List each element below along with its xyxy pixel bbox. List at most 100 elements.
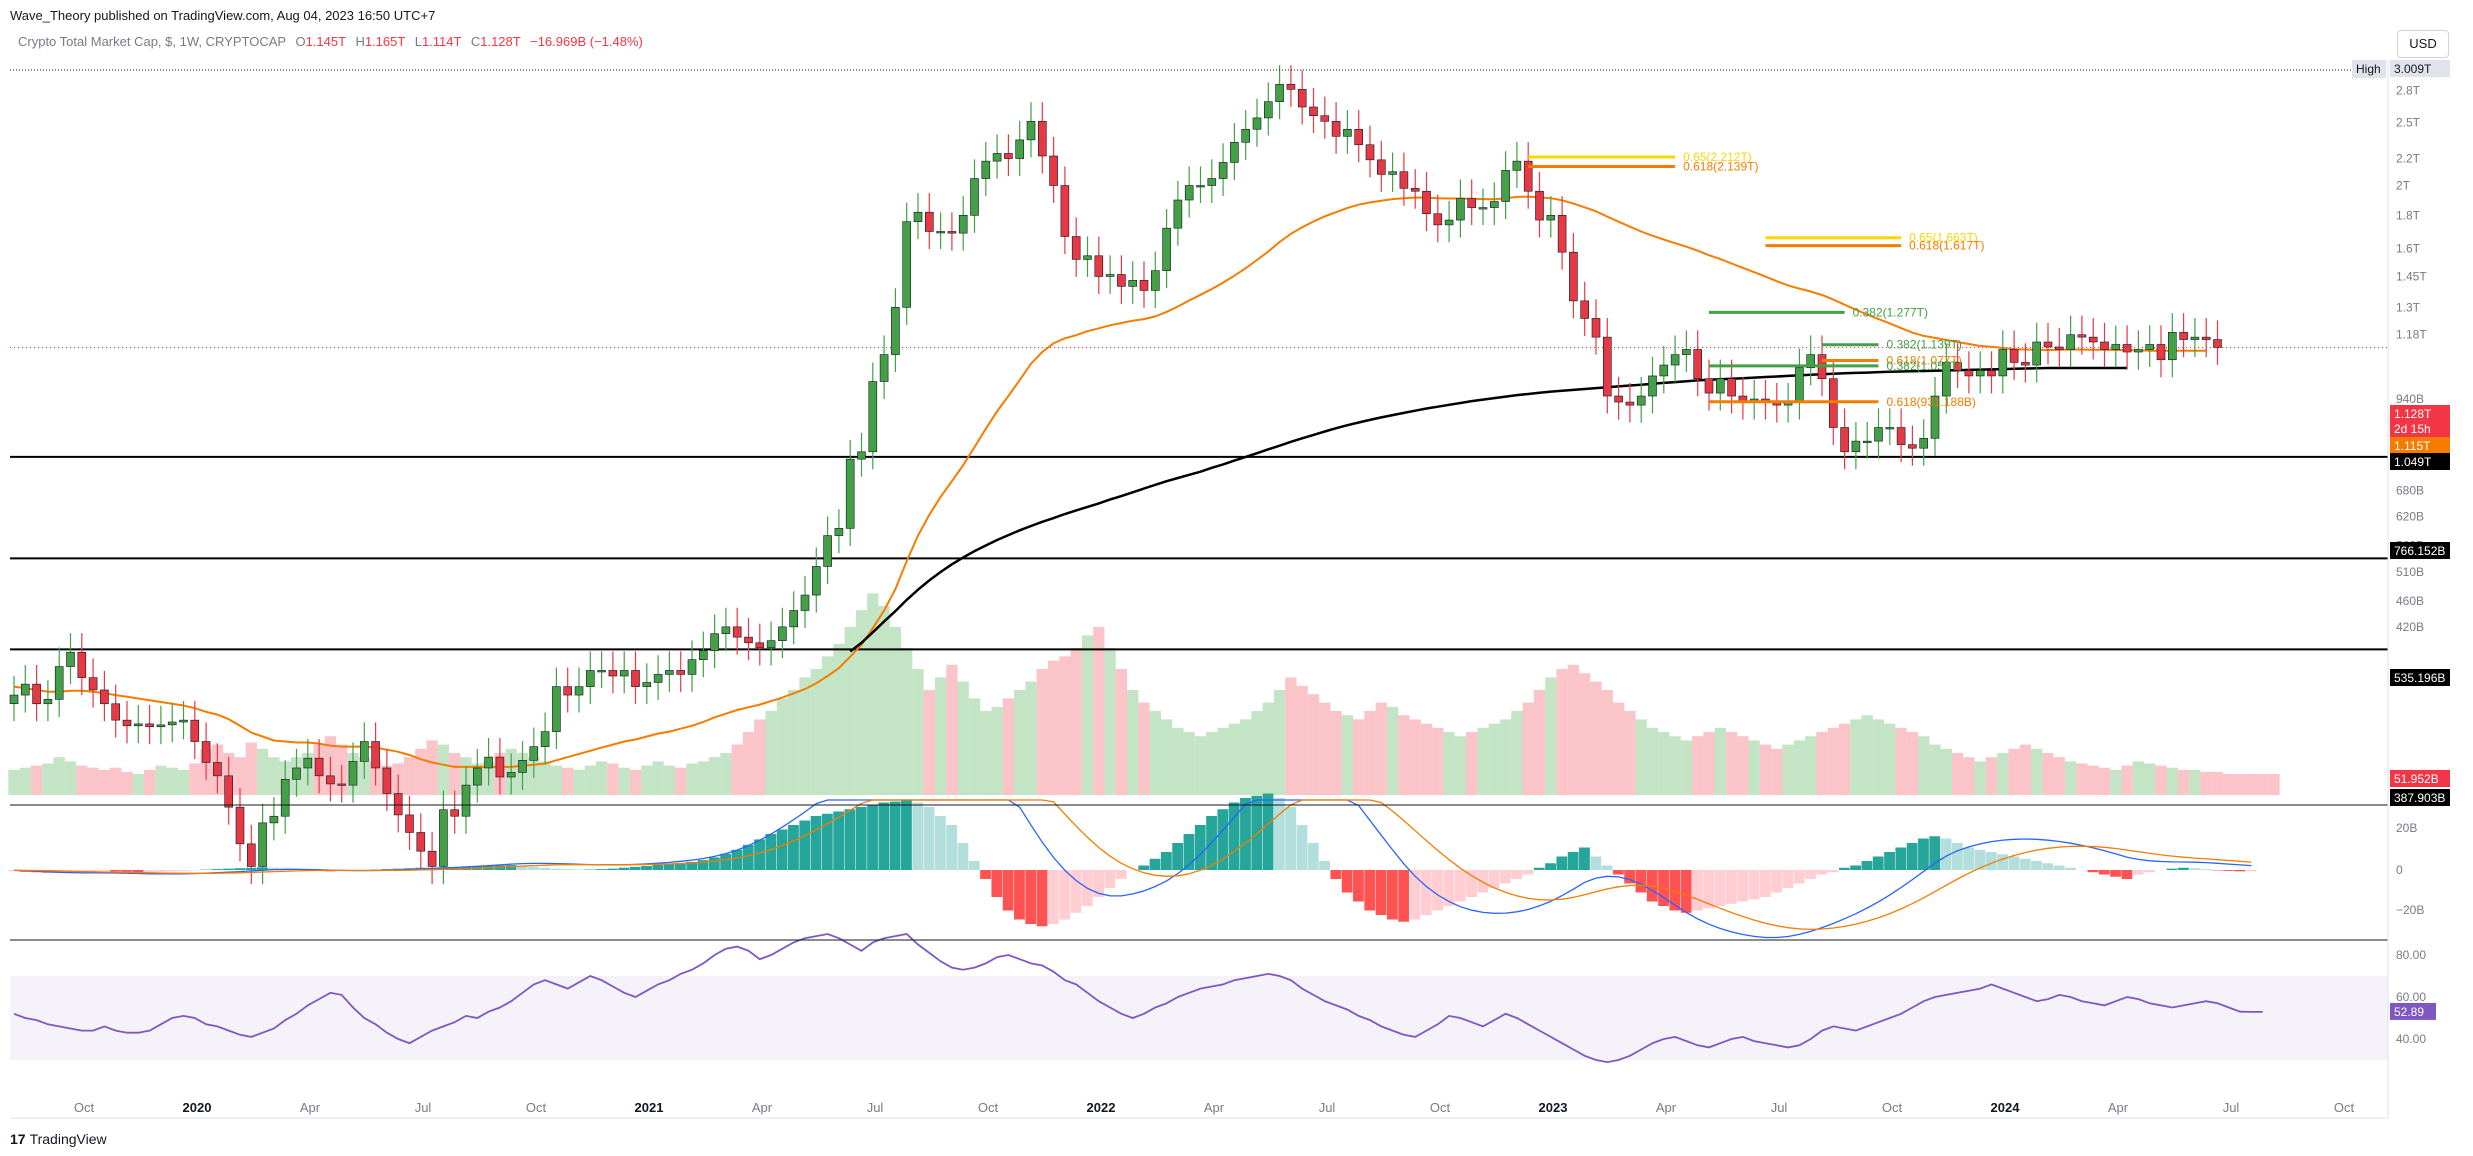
candle-body bbox=[314, 757, 324, 777]
volume-bar bbox=[1635, 719, 1647, 795]
price-label-value: 1.049T bbox=[2394, 455, 2432, 469]
price-label-tag: High bbox=[2356, 62, 2381, 76]
volume-bar bbox=[2019, 744, 2032, 795]
macd-hist-bar bbox=[991, 870, 1003, 897]
volume-bar bbox=[855, 610, 868, 795]
candle-body bbox=[958, 215, 968, 234]
macd-hist-bar bbox=[2019, 858, 2031, 870]
volume-bar bbox=[1240, 719, 1252, 795]
volume-bar bbox=[720, 753, 732, 795]
price-label-value: 3.009T bbox=[2394, 62, 2432, 76]
candle-body bbox=[269, 815, 279, 824]
volume-bar bbox=[833, 643, 845, 795]
candle-body bbox=[1184, 185, 1194, 201]
volume-bar bbox=[1443, 732, 1455, 795]
macd-hist-bar bbox=[1025, 870, 1037, 924]
macd-hist-bar bbox=[1251, 795, 1263, 870]
volume-bar bbox=[980, 711, 992, 795]
candle-body bbox=[1444, 219, 1454, 226]
y-tick-label: 1.8T bbox=[2396, 208, 2421, 222]
candle-body bbox=[744, 636, 753, 644]
low-value: 1.114T bbox=[421, 34, 462, 49]
fib-label: 0.618(931.188B) bbox=[1887, 395, 1976, 409]
candle-body bbox=[710, 633, 719, 652]
macd-hist-bar bbox=[1533, 867, 1545, 870]
macd-hist-bar bbox=[2087, 870, 2099, 873]
volume-bar bbox=[607, 763, 619, 795]
volume-bar bbox=[2098, 767, 2111, 795]
candle-body bbox=[1727, 378, 1736, 397]
volume-bar bbox=[1895, 727, 1907, 795]
macd-hist-bar bbox=[1070, 870, 1082, 913]
candle-body bbox=[167, 721, 177, 726]
currency-button[interactable]: USD bbox=[2397, 30, 2449, 58]
volume-bar bbox=[19, 767, 31, 795]
x-tick-label: 2021 bbox=[635, 1100, 664, 1115]
candle-body bbox=[32, 683, 41, 705]
volume-bar bbox=[1590, 681, 1602, 795]
x-tick-label: 2022 bbox=[1087, 1100, 1116, 1115]
candle-body bbox=[1636, 395, 1646, 406]
candle-body bbox=[2088, 336, 2098, 343]
candle-body bbox=[1987, 370, 1996, 377]
volume-bar bbox=[2008, 748, 2020, 795]
macd-hist-bar bbox=[652, 865, 664, 870]
y-tick-label: 2.8T bbox=[2396, 83, 2421, 97]
price-label-bg bbox=[2390, 542, 2450, 559]
macd-hist-bar bbox=[1093, 870, 1104, 897]
macd-hist-bar bbox=[1183, 834, 1195, 870]
candle-body bbox=[563, 686, 573, 696]
volume-bar bbox=[1432, 727, 1444, 795]
volume-bar bbox=[946, 664, 958, 795]
macd-hist-bar bbox=[618, 867, 630, 870]
volume-bar bbox=[2110, 769, 2122, 795]
macd-hist-bar bbox=[1579, 847, 1590, 870]
macd-hist-bar bbox=[765, 834, 777, 870]
x-tick-label: Oct bbox=[74, 1100, 95, 1115]
macd-hist-bar bbox=[2042, 863, 2054, 870]
volume-bar bbox=[595, 761, 608, 795]
price-label-bg bbox=[2390, 669, 2450, 686]
volume-bar bbox=[42, 763, 54, 795]
macd-hist-bar bbox=[110, 870, 121, 872]
macd-hist-bar bbox=[821, 813, 833, 870]
macd-hist-bar bbox=[1985, 852, 1997, 870]
macd-hist-bar bbox=[607, 868, 619, 870]
volume-bar bbox=[1748, 740, 1760, 795]
macd-hist-bar bbox=[1590, 856, 1602, 870]
macd-hist-bar bbox=[1782, 870, 1794, 888]
candle-body bbox=[2134, 349, 2143, 353]
macd-hist-bar bbox=[1940, 838, 1952, 870]
candle-body bbox=[247, 843, 256, 867]
volume-bar bbox=[256, 748, 269, 795]
candle-body bbox=[1569, 251, 1578, 302]
macd-hist-bar bbox=[516, 865, 528, 870]
volume-bar bbox=[8, 769, 20, 795]
volume-bar bbox=[121, 771, 133, 795]
volume-bar bbox=[1725, 732, 1738, 795]
publisher-header: Wave_Theory published on TradingView.com… bbox=[10, 8, 436, 23]
candle-body bbox=[800, 594, 810, 611]
candle-body bbox=[382, 767, 392, 794]
volume-bar bbox=[663, 765, 676, 795]
y-tick-label: 1.6T bbox=[2396, 242, 2421, 256]
candle-body bbox=[1580, 300, 1589, 319]
candle-body bbox=[1998, 349, 2008, 377]
volume-bar bbox=[1307, 694, 1320, 795]
volume-bar bbox=[155, 765, 167, 795]
volume-bar bbox=[1680, 740, 1693, 795]
candle-body bbox=[1591, 318, 1601, 338]
volume-bar bbox=[234, 757, 246, 795]
macd-hist-bar bbox=[2144, 870, 2155, 873]
change-value: −16.969B (−1.48%) bbox=[530, 34, 643, 49]
macd-hist-bar bbox=[2110, 870, 2121, 877]
candle-body bbox=[529, 746, 539, 761]
price-label-tag-bg bbox=[2352, 60, 2386, 78]
x-tick-label: Oct bbox=[2334, 1100, 2355, 1115]
volume-bar bbox=[1217, 727, 1229, 795]
candle-body bbox=[461, 784, 471, 817]
volume-bar bbox=[1273, 690, 1286, 795]
macd-hist-bar bbox=[1104, 870, 1116, 888]
